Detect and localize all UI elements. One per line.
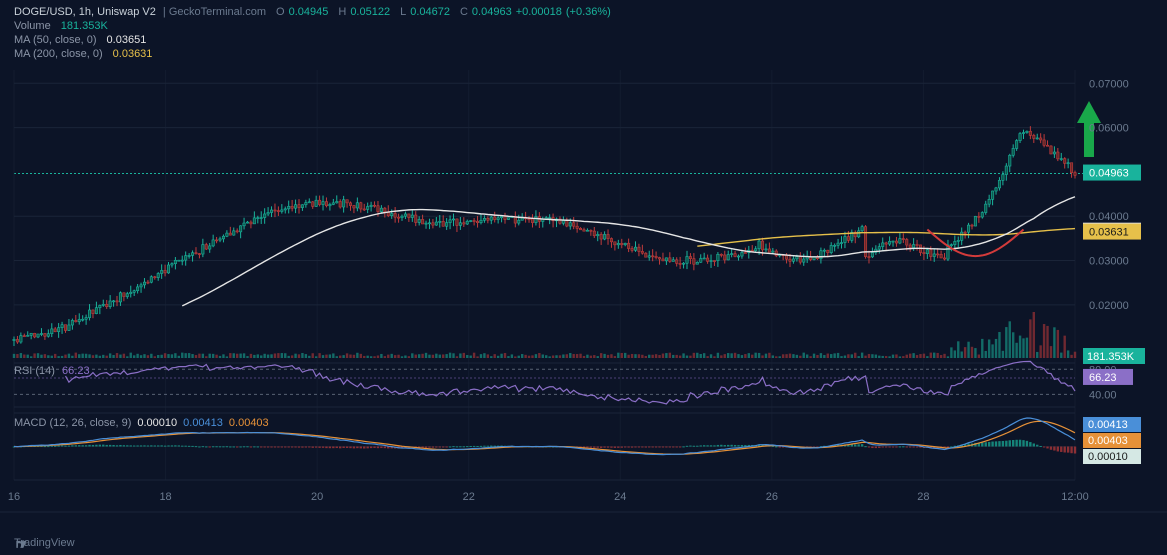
svg-text:16: 16 xyxy=(8,491,20,503)
macd-v3: 0.00403 xyxy=(229,417,269,429)
ma50-value: 0.03651 xyxy=(107,34,147,46)
svg-text:40.00: 40.00 xyxy=(1089,389,1117,401)
ma50-label: MA (50, close, 0) xyxy=(14,34,97,46)
rsi-value: 66.23 xyxy=(62,365,90,377)
svg-text:0.00403: 0.00403 xyxy=(1088,435,1128,447)
svg-text:0.06000: 0.06000 xyxy=(1089,123,1129,135)
ma200-value: 0.03631 xyxy=(113,48,153,60)
svg-text:20: 20 xyxy=(311,491,323,503)
svg-text:18: 18 xyxy=(159,491,171,503)
macd-v2: 0.00413 xyxy=(183,417,223,429)
svg-text:12:00: 12:00 xyxy=(1061,491,1089,503)
svg-text:26: 26 xyxy=(766,491,778,503)
ma200-label: MA (200, close, 0) xyxy=(14,48,103,60)
volume-label: Volume xyxy=(14,20,51,32)
svg-text:181.353K: 181.353K xyxy=(1087,351,1135,363)
chart-header: DOGE/USD, 1h, Uniswap V2 | GeckoTerminal… xyxy=(14,6,611,62)
ohlc-c-label: C xyxy=(460,6,468,18)
svg-text:28: 28 xyxy=(917,491,929,503)
ohlc-l-label: L xyxy=(400,6,406,18)
ohlc-h-label: H xyxy=(338,6,346,18)
symbol-label[interactable]: DOGE/USD, 1h, Uniswap V2 xyxy=(14,6,156,18)
svg-text:0.07000: 0.07000 xyxy=(1089,78,1129,90)
svg-text:0.03631: 0.03631 xyxy=(1089,227,1129,239)
ohlc-chg: +0.00018 xyxy=(516,6,562,18)
macd-label: MACD (12, 26, close, 9) xyxy=(14,417,131,429)
svg-text:0.03000: 0.03000 xyxy=(1089,256,1129,268)
svg-text:22: 22 xyxy=(463,491,475,503)
ohlc-o-label: O xyxy=(276,6,285,18)
volume-value: 181.353K xyxy=(61,20,108,32)
svg-text:66.23: 66.23 xyxy=(1089,372,1117,384)
svg-text:0.00413: 0.00413 xyxy=(1088,419,1128,431)
ohlc-h: 0.05122 xyxy=(350,6,390,18)
macd-v1: 0.00010 xyxy=(137,417,177,429)
ohlc-pct: (+0.36%) xyxy=(566,6,611,18)
ohlc-l: 0.04672 xyxy=(410,6,450,18)
svg-text:0.02000: 0.02000 xyxy=(1089,300,1129,312)
ohlc-c: 0.04963 xyxy=(472,6,512,18)
svg-text:0.04963: 0.04963 xyxy=(1089,168,1129,180)
svg-text:0.00010: 0.00010 xyxy=(1088,451,1128,463)
chart-svg[interactable]: 16 18 20 22 24 26 28 12:00 0.07000 0.06000 0.04963… xyxy=(0,0,1167,555)
source-label: | GeckoTerminal.com xyxy=(160,6,266,18)
svg-text:0.04000: 0.04000 xyxy=(1089,211,1129,223)
rsi-label: RSI (14) xyxy=(14,365,55,377)
svg-text:24: 24 xyxy=(614,491,626,503)
tradingview-logo-icon xyxy=(14,537,28,551)
tradingview-footer[interactable]: TradingView xyxy=(14,537,75,549)
ohlc-o: 0.04945 xyxy=(289,6,329,18)
chart-container: DOGE/USD, 1h, Uniswap V2 | GeckoTerminal… xyxy=(0,0,1167,555)
